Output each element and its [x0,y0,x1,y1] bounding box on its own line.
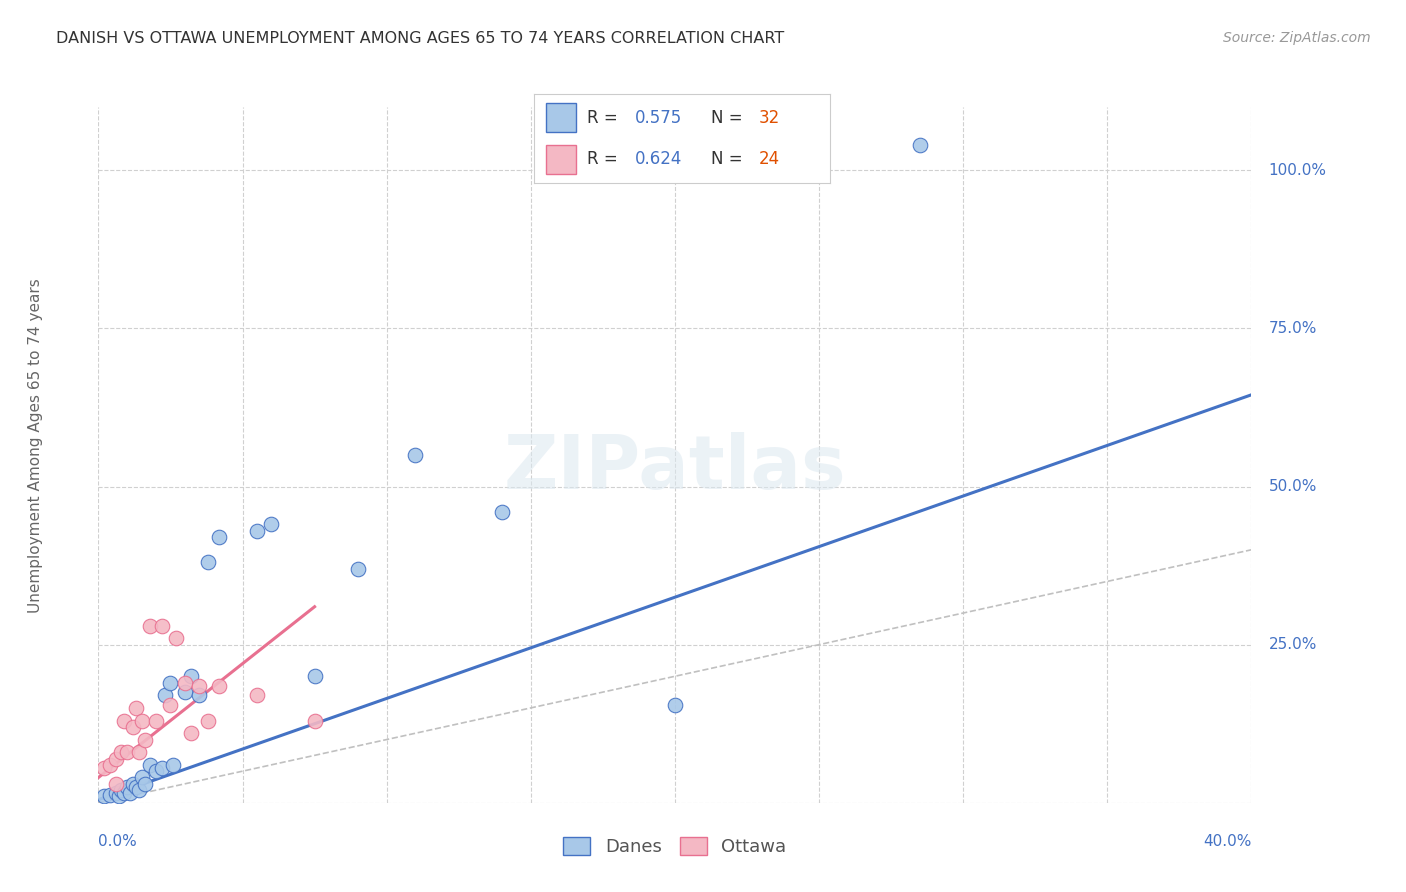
Text: 24: 24 [759,150,780,168]
Text: 0.624: 0.624 [634,150,682,168]
Legend: Danes, Ottawa: Danes, Ottawa [557,830,793,863]
Point [197,714,219,728]
Text: 0.575: 0.575 [634,109,682,127]
Point [139,618,162,632]
Point [93,761,115,775]
Point [908,138,931,153]
Text: Source: ZipAtlas.com: Source: ZipAtlas.com [1223,31,1371,45]
Point [120,786,142,800]
FancyBboxPatch shape [546,103,575,132]
Point [145,764,167,779]
Text: 75.0%: 75.0% [1268,321,1317,336]
Point [208,679,231,693]
Point [197,556,219,570]
Point [110,783,132,797]
Point [128,783,150,797]
Point [131,714,153,728]
Point [180,669,202,683]
Point [117,745,138,759]
Text: R =: R = [588,150,623,168]
Point [134,777,156,791]
Point [145,714,167,728]
Point [112,714,135,728]
Text: N =: N = [711,109,748,127]
Point [150,618,173,632]
Point [346,562,368,576]
Point [491,505,513,519]
Text: 25.0%: 25.0% [1268,637,1317,652]
Point [122,720,145,734]
Point [98,757,121,772]
Point [246,524,269,538]
Point [110,745,132,759]
Point [174,675,197,690]
Point [174,685,197,699]
Point [159,698,181,712]
Text: 0.0%: 0.0% [98,834,138,849]
Point [104,786,127,800]
Text: R =: R = [588,109,623,127]
Point [246,688,269,702]
Point [208,530,231,544]
Point [98,788,121,802]
Point [405,448,427,462]
Point [128,745,150,759]
Text: 32: 32 [759,109,780,127]
Point [125,701,148,715]
Point [159,675,181,690]
Text: DANISH VS OTTAWA UNEMPLOYMENT AMONG AGES 65 TO 74 YEARS CORRELATION CHART: DANISH VS OTTAWA UNEMPLOYMENT AMONG AGES… [56,31,785,46]
FancyBboxPatch shape [546,145,575,174]
Text: 50.0%: 50.0% [1268,479,1317,494]
Point [125,780,148,794]
Point [104,751,127,765]
Point [188,688,211,702]
Point [304,669,326,683]
Point [131,771,153,785]
Point [304,714,326,728]
Point [107,789,129,804]
Text: N =: N = [711,150,748,168]
Point [165,632,187,646]
Text: 40.0%: 40.0% [1204,834,1251,849]
Text: ZIPatlas: ZIPatlas [503,433,846,506]
Point [150,761,173,775]
Point [153,688,176,702]
Point [180,726,202,740]
Point [134,732,156,747]
Point [188,679,211,693]
Point [260,517,283,532]
Point [104,777,127,791]
Point [117,780,138,794]
Text: 100.0%: 100.0% [1268,163,1327,178]
Point [162,757,184,772]
Point [112,786,135,800]
Point [664,698,686,712]
Point [139,757,162,772]
Point [122,777,145,791]
Text: Unemployment Among Ages 65 to 74 years: Unemployment Among Ages 65 to 74 years [28,278,42,614]
Point [93,789,115,804]
